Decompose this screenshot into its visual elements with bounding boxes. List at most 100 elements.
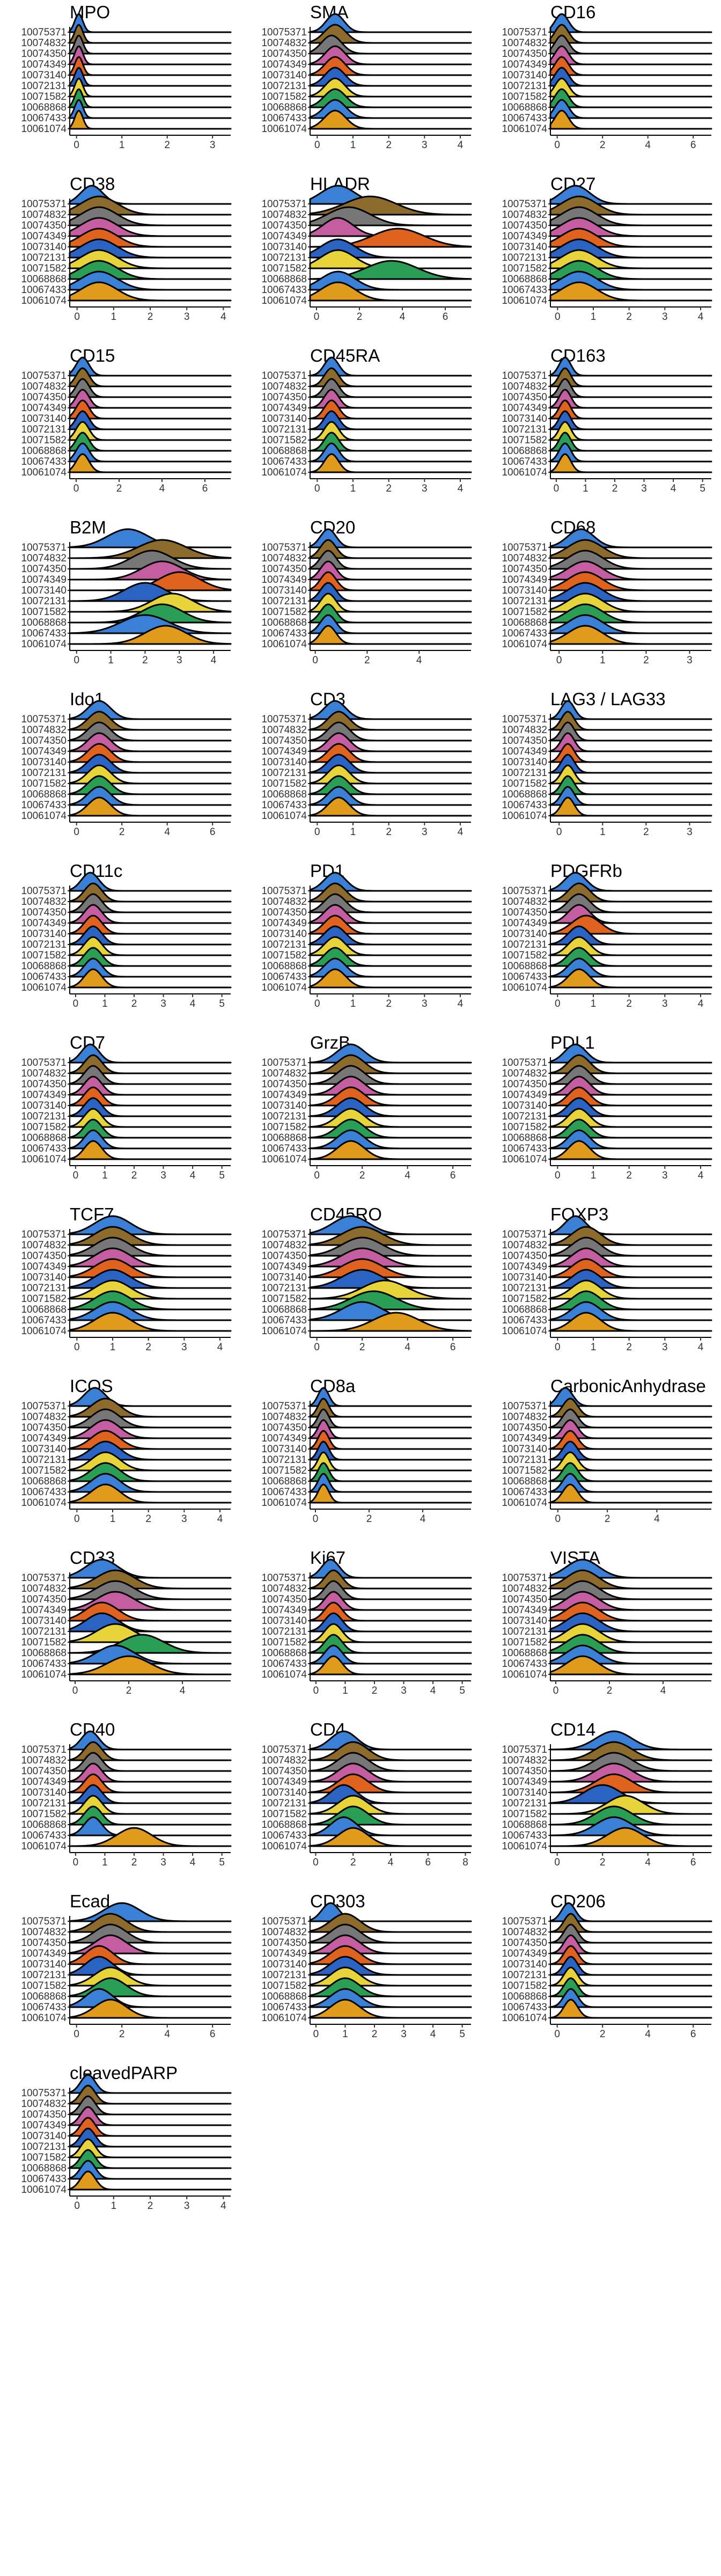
y-tick-label: 10061074 [502, 639, 547, 650]
x-tick-label: 2 [612, 483, 618, 494]
y-tick-label: 10075371 [21, 714, 67, 725]
y-tick-label: 10067433 [21, 456, 67, 467]
ridge-10074349 [69, 45, 232, 65]
ridge-10067433 [69, 1988, 232, 2008]
y-tick-label: 10075371 [261, 1572, 307, 1584]
y-tick-label: 10061074 [21, 1154, 67, 1165]
y-tick-label: 10074349 [21, 574, 67, 586]
y-tick-label: 10074350 [21, 735, 67, 747]
y-tick-label: 10067433 [502, 800, 547, 811]
panel-cd3: CD31007537110074832100743501007434910073… [261, 689, 472, 838]
x-tick-label: 2 [148, 311, 153, 323]
ridge-10061074 [309, 109, 472, 130]
panel-cd15: CD15100753711007483210074350100743491007… [21, 346, 232, 494]
y-tick-label: 10074350 [261, 1250, 307, 1262]
x-tick-label: 0 [555, 311, 561, 323]
y-tick-label: 10068868 [502, 274, 547, 285]
y-tick-label: 10071582 [502, 778, 547, 789]
x-tick-label: 4 [404, 1342, 410, 1353]
x-tick-label: 2 [364, 655, 370, 666]
y-tick-label: 10075371 [261, 1744, 307, 1755]
x-tick-label: 6 [443, 311, 448, 323]
y-tick-label: 10061074 [261, 1326, 307, 1337]
y-tick-label: 10061074 [502, 1841, 547, 1852]
y-tick-label: 10074350 [502, 1250, 547, 1262]
y-tick-label: 10071582 [502, 1122, 547, 1133]
y-tick-label: 10067433 [21, 284, 67, 296]
x-tick-label: 0 [73, 140, 79, 151]
y-tick-label: 10074349 [21, 402, 67, 414]
y-tick-label: 10068868 [502, 1132, 547, 1144]
x-tick-label: 6 [450, 1342, 456, 1353]
y-tick-label: 10074350 [502, 564, 547, 575]
x-tick-label: 3 [687, 655, 693, 666]
y-tick-label: 10074832 [21, 209, 67, 221]
y-tick-label: 10074350 [261, 1766, 307, 1777]
x-tick-label: 4 [164, 2029, 170, 2040]
x-tick-label: 6 [450, 1170, 456, 1181]
panel-foxp3: FOXP310075371100748321007435010074349100… [502, 1204, 712, 1353]
y-tick-label: 10074350 [502, 1766, 547, 1777]
y-tick-label: 10075371 [261, 542, 307, 553]
panel-title: Ecad [70, 1891, 110, 1911]
y-tick-label: 10075371 [502, 1572, 547, 1584]
ridge-10072131 [69, 1956, 232, 1976]
y-tick-label: 10072131 [261, 1626, 307, 1637]
y-tick-label: 10074832 [21, 1755, 67, 1766]
y-tick-label: 10067433 [502, 971, 547, 983]
x-tick-label: 4 [416, 655, 422, 666]
y-tick-label: 10074349 [261, 1089, 307, 1101]
y-tick-label: 10071582 [261, 1293, 307, 1305]
y-tick-label: 10072131 [21, 2141, 67, 2153]
y-tick-label: 10074350 [502, 392, 547, 403]
x-tick-label: 4 [645, 140, 651, 151]
y-tick-label: 10073140 [261, 757, 307, 768]
x-tick-label: 0 [555, 1170, 561, 1181]
y-tick-label: 10071582 [21, 91, 67, 103]
x-tick-label: 2 [600, 2029, 606, 2040]
y-tick-label: 10067433 [21, 1315, 67, 1326]
y-tick-label: 10074350 [21, 907, 67, 918]
x-tick-label: 3 [662, 1342, 668, 1353]
ridge-10074349 [309, 1419, 472, 1439]
x-tick-label: 0 [556, 826, 562, 838]
y-tick-label: 10067433 [261, 800, 307, 811]
y-tick-label: 10061074 [21, 295, 67, 306]
y-tick-label: 10071582 [502, 263, 547, 274]
y-tick-label: 10068868 [21, 789, 67, 800]
y-tick-label: 10075371 [21, 885, 67, 897]
x-tick-label: 0 [556, 655, 562, 666]
y-tick-label: 10072131 [261, 596, 307, 607]
x-tick-label: 3 [210, 140, 216, 151]
y-tick-label: 10074350 [261, 564, 307, 575]
x-tick-label: 5 [459, 2029, 465, 2040]
y-tick-label: 10075371 [502, 370, 547, 382]
panel-sma: SMA1007537110074832100743501007434910073… [261, 2, 472, 151]
x-tick-label: 4 [698, 998, 704, 1009]
y-tick-label: 10067433 [502, 1487, 547, 1498]
ridge-10074832 [309, 1397, 472, 1418]
x-tick-label: 0 [313, 1857, 319, 1868]
y-tick-label: 10067433 [261, 1658, 307, 1670]
x-tick-label: 5 [459, 1685, 465, 1696]
y-tick-label: 10073140 [261, 1272, 307, 1283]
y-tick-label: 10071582 [502, 435, 547, 446]
x-tick-label: 0 [314, 1170, 320, 1181]
y-tick-label: 10074350 [502, 735, 547, 747]
y-tick-label: 10074832 [21, 1583, 67, 1594]
x-tick-label: 0 [73, 998, 79, 1009]
x-tick-label: 0 [74, 2200, 80, 2212]
panel-cd20: CD20100753711007483210074350100743491007… [261, 517, 472, 666]
x-tick-label: 4 [458, 998, 464, 1009]
panel-cleavedparp: cleavedPARP10075371100748321007435010074… [21, 2063, 232, 2212]
y-tick-label: 10072131 [502, 767, 547, 779]
y-tick-label: 10074832 [261, 1068, 307, 1079]
x-tick-label: 2 [119, 2029, 125, 2040]
ridge-10072131 [69, 1612, 232, 1633]
x-tick-label: 3 [422, 826, 428, 838]
y-tick-label: 10074349 [21, 2120, 67, 2131]
x-tick-label: 2 [116, 483, 122, 494]
ridge-10061074 [549, 109, 712, 130]
y-tick-label: 10074350 [261, 907, 307, 918]
y-tick-label: 10074349 [261, 574, 307, 586]
